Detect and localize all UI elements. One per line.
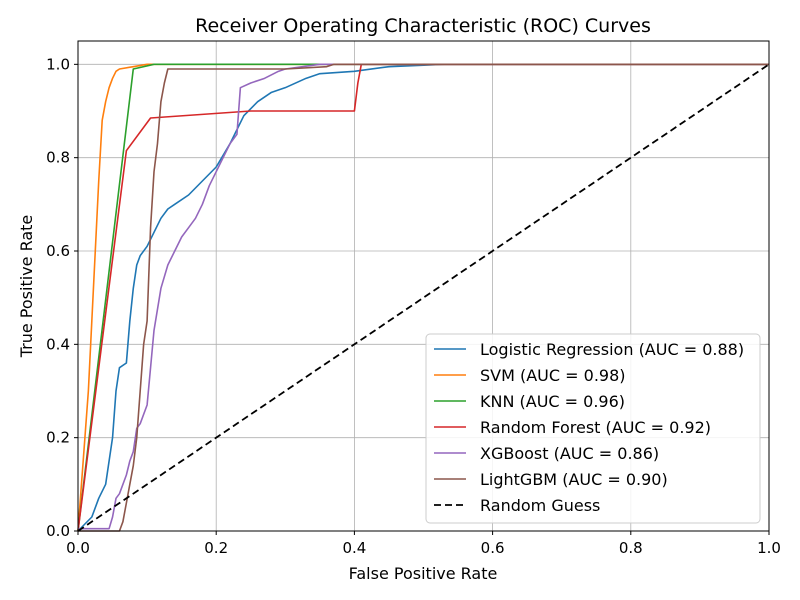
legend-box	[425, 333, 761, 524]
series-line-1	[77, 63, 769, 532]
x-tick-label: 0.8	[619, 539, 643, 557]
axis-ticks: 0.0 0.2 0.4 0.6 0.8 1.0 0.0 0.2 0.4 0.6 0.8 1.0	[46, 55, 781, 557]
series-line-4	[78, 63, 769, 530]
x-tick-label: 1.0	[757, 539, 781, 557]
x-tick-label: 0.4	[342, 539, 366, 557]
y-tick-label: 0.0	[46, 522, 70, 540]
y-tick-label: 0.6	[46, 242, 70, 260]
y-tick-label: 0.8	[46, 149, 70, 167]
chart-title: Receiver Operating Characteristic (ROC) …	[195, 15, 651, 37]
legend-label-2: KNN (AUC = 0.96)	[480, 392, 625, 411]
legend-label-5: LightGBM (AUC = 0.90)	[480, 470, 668, 489]
legend: Logistic Regression (AUC = 0.88) SVM (AUC…	[425, 333, 761, 524]
series-line-3	[77, 63, 769, 532]
series-layer	[77, 63, 770, 532]
plot-frame	[77, 40, 770, 532]
legend-label-3: Random Forest (AUC = 0.92)	[480, 418, 711, 437]
legend-label-6: Random Guess	[480, 496, 600, 515]
y-axis-label: True Positive Rate	[17, 215, 36, 359]
y-tick-label: 0.4	[46, 335, 70, 353]
x-tick-label: 0.6	[481, 539, 505, 557]
y-tick-label: 0.2	[46, 429, 70, 447]
legend-label-4: XGBoost (AUC = 0.86)	[480, 444, 659, 463]
series-line-6	[77, 63, 770, 532]
x-tick-label: 0.2	[204, 539, 228, 557]
legend-label-1: SVM (AUC = 0.98)	[480, 366, 626, 385]
x-axis-label: False Positive Rate	[349, 564, 498, 583]
series-line-0	[77, 63, 769, 532]
y-tick-label: 1.0	[46, 55, 70, 73]
legend-label-0: Logistic Regression (AUC = 0.88)	[480, 340, 744, 359]
x-tick-label: 0.0	[66, 539, 90, 557]
